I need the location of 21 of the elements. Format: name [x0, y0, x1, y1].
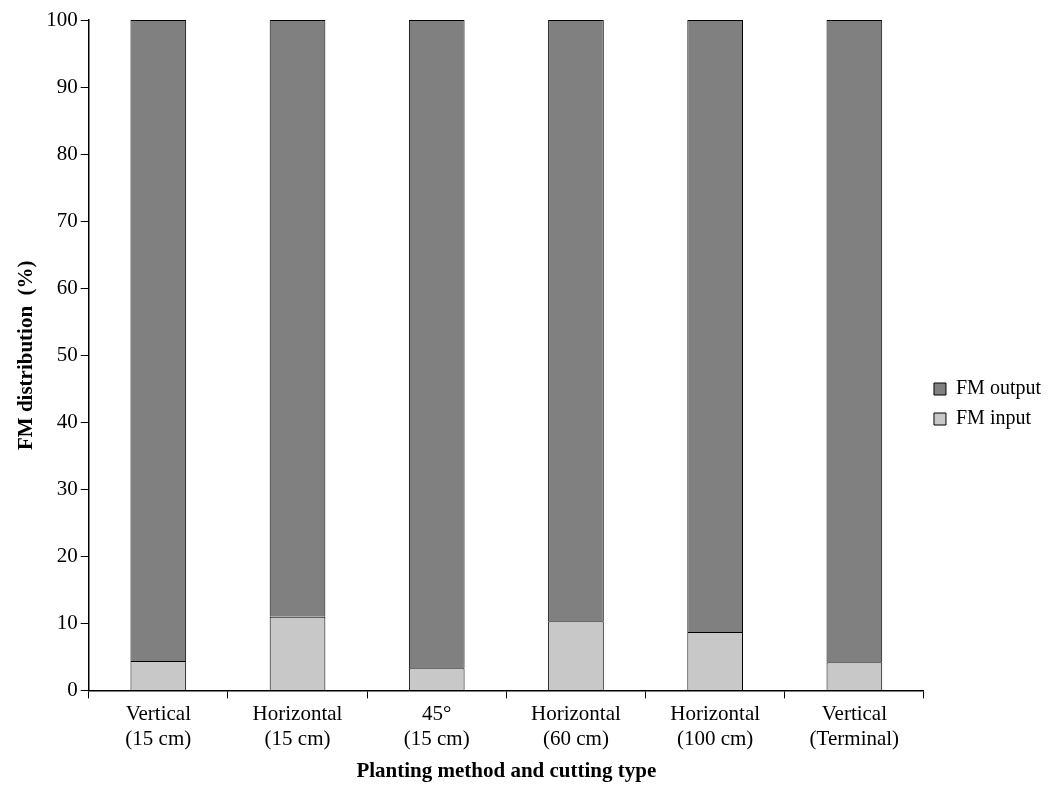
x-axis-title: Planting method and cutting type: [356, 757, 657, 782]
x-tick-label: Horizontal (100 cm): [670, 700, 761, 750]
y-tick-label: 90: [56, 73, 78, 98]
x-tick-label: Horizontal (15 cm): [252, 700, 343, 750]
y-tick-label: 100: [46, 6, 78, 31]
legend-label: FM input: [955, 406, 1032, 430]
y-tick-label: 10: [56, 609, 78, 634]
x-tick-label: 45° (15 cm): [403, 700, 470, 750]
x-tick-label: Horizontal (60 cm): [531, 700, 622, 750]
y-tick-label: 40: [56, 408, 78, 433]
x-tick-label: Vertical (Terminal): [809, 700, 900, 750]
y-tick-label: 30: [56, 475, 78, 500]
y-tick-label: 0: [67, 676, 78, 701]
y-axis-title: FM distribution (%): [13, 260, 38, 450]
y-tick-label: 80: [56, 140, 78, 165]
x-tick-label: Vertical (15 cm): [125, 700, 192, 750]
y-tick-label: 20: [56, 542, 78, 567]
y-tick-label: 50: [56, 341, 78, 366]
legend-label: FM output: [955, 376, 1042, 400]
y-tick-label: 60: [56, 274, 78, 299]
y-tick-label: 70: [56, 207, 78, 232]
